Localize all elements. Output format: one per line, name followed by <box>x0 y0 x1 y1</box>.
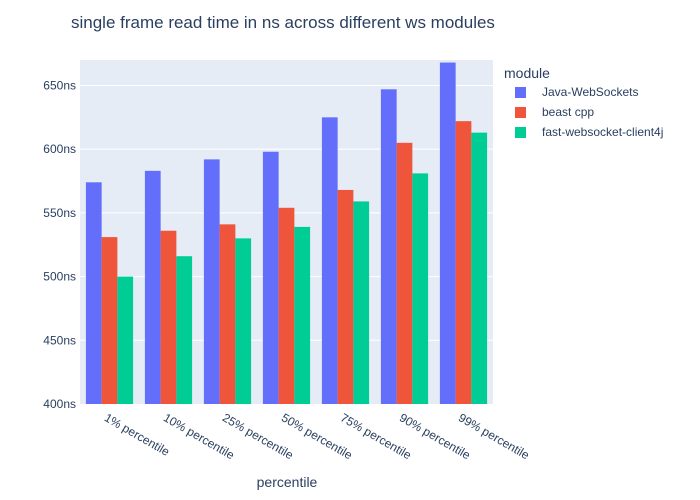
y-tick-label: 600ns <box>43 142 76 156</box>
bar[interactable] <box>439 62 456 404</box>
bar[interactable] <box>321 117 338 404</box>
bar[interactable] <box>278 207 295 404</box>
bar[interactable] <box>380 89 397 404</box>
bar[interactable] <box>294 226 311 404</box>
legend-entry[interactable]: beast cpp <box>542 105 594 119</box>
bar[interactable] <box>471 132 488 404</box>
bar[interactable] <box>117 276 134 404</box>
bar[interactable] <box>353 201 370 404</box>
legend-title: module <box>504 65 550 81</box>
y-axis-ticks: 400ns 450ns 500ns 550ns 600ns 650ns <box>43 78 76 411</box>
bar[interactable] <box>85 182 102 404</box>
legend-entry[interactable]: fast-websocket-client4j <box>542 125 663 139</box>
legend[interactable]: module Java-WebSockets beast cpp fast-webs… <box>504 65 663 139</box>
bar[interactable] <box>262 151 279 404</box>
bar[interactable] <box>412 173 429 404</box>
legend-swatch <box>515 107 526 118</box>
bar[interactable] <box>176 256 193 404</box>
y-tick-label: 650ns <box>43 78 76 92</box>
bar[interactable] <box>396 142 413 404</box>
x-tick-label: 1% percentile <box>102 410 172 459</box>
y-tick-label: 550ns <box>43 206 76 220</box>
bar[interactable] <box>144 170 161 404</box>
bar[interactable] <box>203 159 220 404</box>
chart-title: single frame read time in ns across diff… <box>71 13 495 32</box>
legend-swatch <box>515 127 526 138</box>
bar[interactable] <box>235 238 252 404</box>
bar[interactable] <box>219 224 236 404</box>
x-axis-title: percentile <box>257 474 318 490</box>
bar[interactable] <box>160 230 177 404</box>
legend-entry[interactable]: Java-WebSockets <box>542 85 639 99</box>
y-tick-label: 500ns <box>43 270 76 284</box>
y-tick-label: 450ns <box>43 333 76 347</box>
bar[interactable] <box>455 121 472 405</box>
bar[interactable] <box>337 189 354 404</box>
bar[interactable] <box>101 237 118 404</box>
bars[interactable] <box>85 62 488 405</box>
y-tick-label: 400ns <box>43 397 76 411</box>
legend-swatch <box>515 87 526 98</box>
